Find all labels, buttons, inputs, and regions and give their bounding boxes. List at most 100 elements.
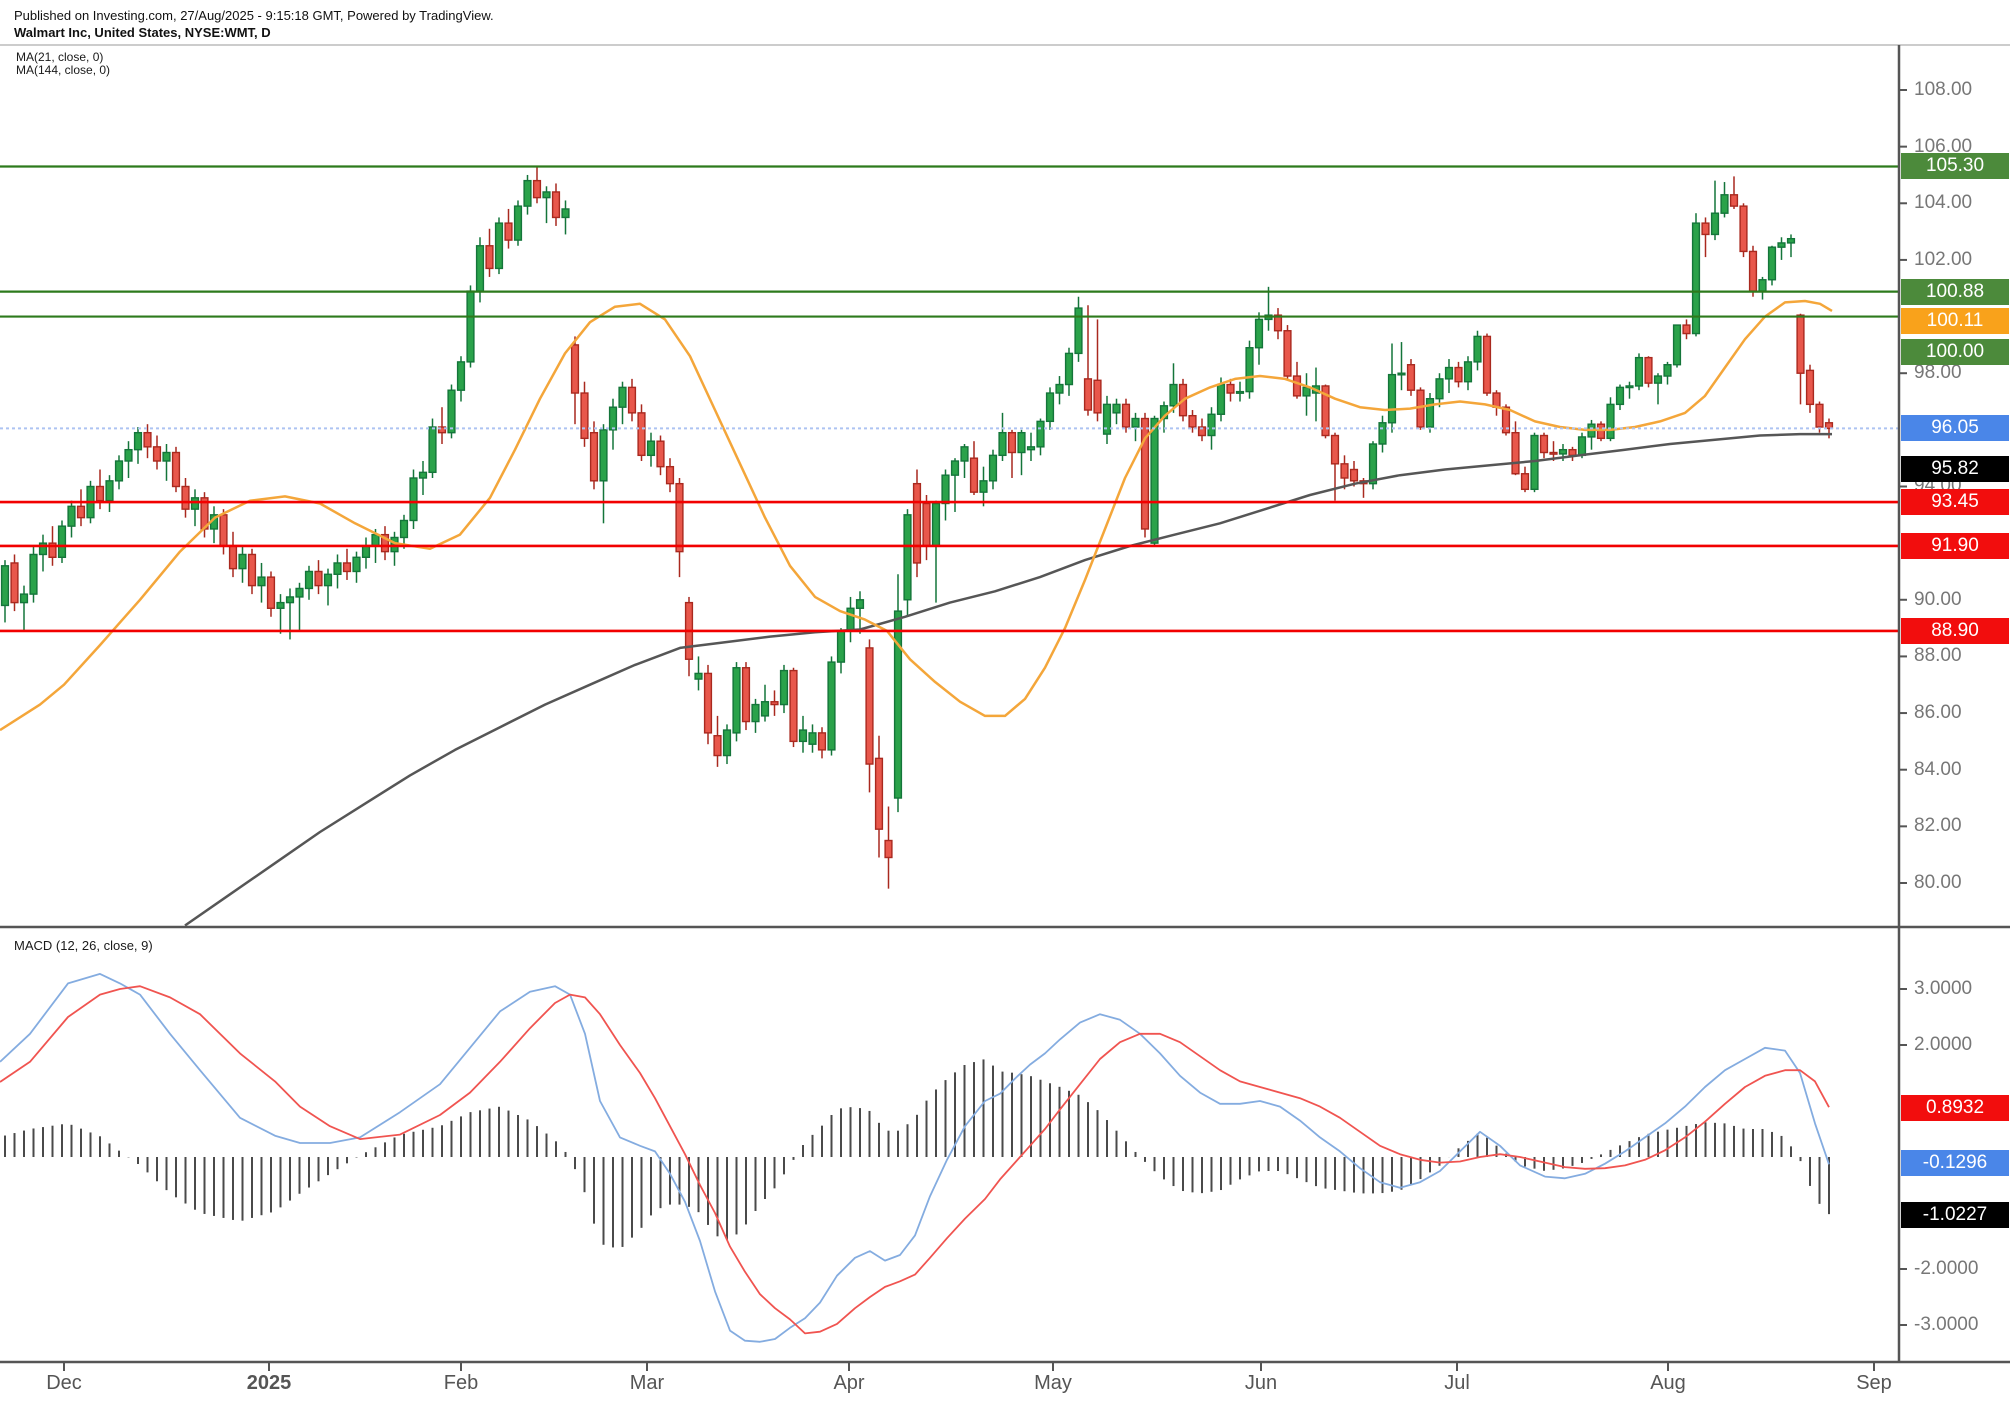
candle-body xyxy=(1340,463,1349,479)
candle-body xyxy=(152,446,162,462)
candle-body xyxy=(903,514,912,601)
candle-body xyxy=(418,471,428,479)
candle-body xyxy=(447,389,456,434)
candle-body xyxy=(1805,369,1815,406)
candle-body xyxy=(1197,426,1207,437)
candle-body xyxy=(1235,390,1245,394)
price-level-badge: 100.88 xyxy=(1901,279,2009,305)
candle-body xyxy=(190,497,200,510)
time-axis-month[interactable]: 2025 xyxy=(246,1372,292,1394)
macd-axis-label: -3.0000 xyxy=(1914,1314,1979,1335)
candle-body xyxy=(1292,375,1302,397)
macd-value-badge: -0.1296 xyxy=(1901,1150,2009,1176)
macd-lines xyxy=(0,973,1830,1343)
price-axis-label: 90.00 xyxy=(1914,588,1962,610)
candle-body xyxy=(1463,361,1473,383)
level-lines xyxy=(0,165,1899,633)
candle-body xyxy=(1568,448,1577,457)
candle-body xyxy=(846,607,855,632)
candle-body xyxy=(19,593,29,604)
candle-body xyxy=(808,732,817,745)
candle-body xyxy=(323,573,333,587)
candle-body xyxy=(247,553,257,587)
candle-body xyxy=(1169,383,1178,407)
price-axis-label: 102.00 xyxy=(1914,248,1973,270)
candle-body xyxy=(855,599,865,609)
time-axis-month[interactable]: Jul xyxy=(1444,1372,1470,1394)
candle-body xyxy=(1245,347,1254,393)
candle-body xyxy=(285,596,295,604)
candle-body xyxy=(732,667,741,734)
candle-body xyxy=(798,729,808,743)
ma21-legend: MA(21, close, 0) xyxy=(16,50,104,64)
candle-body xyxy=(57,525,67,558)
time-axis-month[interactable]: Apr xyxy=(833,1372,865,1394)
candle-body xyxy=(238,553,247,570)
candle-body xyxy=(257,576,266,587)
candle-body xyxy=(884,839,893,859)
macd-legend: MACD (12, 26, close, 9) xyxy=(14,938,153,953)
candle-body xyxy=(409,477,418,522)
candle-body xyxy=(770,701,779,706)
candle-body xyxy=(789,669,798,743)
candle-body xyxy=(1007,431,1017,454)
candle-body xyxy=(1758,279,1767,292)
price-axis-label: 108.00 xyxy=(1914,79,1973,100)
candle-body xyxy=(266,576,276,609)
candle-body xyxy=(1691,222,1701,335)
candle-body xyxy=(779,669,789,706)
candle-body xyxy=(1492,392,1501,408)
candle-body xyxy=(1368,443,1378,485)
candle-body xyxy=(893,610,903,799)
price-axis-label: 88.00 xyxy=(1914,645,1962,667)
candle-body xyxy=(722,729,732,757)
candle-body xyxy=(589,431,599,482)
candle-body xyxy=(1653,375,1663,384)
time-axis-month[interactable]: Jun xyxy=(1244,1372,1278,1394)
candle-body xyxy=(979,480,988,493)
time-axis-month[interactable]: May xyxy=(1034,1372,1072,1394)
time-axis-month[interactable]: Feb xyxy=(443,1372,479,1394)
candle-body xyxy=(1330,434,1340,465)
candle-body xyxy=(10,562,19,604)
candle-body xyxy=(1055,383,1064,394)
candle-body xyxy=(694,672,703,680)
candle-body xyxy=(1634,356,1644,387)
time-axis-month[interactable]: Sep xyxy=(1856,1372,1892,1394)
price-level-badge: 96.05 xyxy=(1901,415,2009,441)
candle-body xyxy=(48,542,57,558)
candle-body xyxy=(827,661,836,751)
ma-overlays xyxy=(0,299,1833,927)
candle-body xyxy=(513,205,523,241)
candle-body xyxy=(361,545,371,558)
time-axis-month[interactable]: Aug xyxy=(1650,1372,1686,1394)
candle-body xyxy=(760,701,770,717)
candle-body xyxy=(618,386,627,408)
candle-body xyxy=(1121,403,1131,428)
candle-body xyxy=(352,556,361,573)
candle-body xyxy=(1093,379,1102,414)
candle-body xyxy=(494,222,504,270)
candle-body xyxy=(1625,385,1634,389)
price-axis-label: 86.00 xyxy=(1914,702,1962,724)
candle-body xyxy=(181,485,190,510)
candle-body xyxy=(437,426,447,434)
candle-body xyxy=(1321,385,1330,437)
candle-body xyxy=(656,440,665,468)
candle-body xyxy=(1140,417,1150,530)
candle-body xyxy=(114,460,124,482)
time-axis-month[interactable]: Mar xyxy=(629,1372,665,1394)
candle-body xyxy=(1444,366,1454,380)
candle-body xyxy=(1454,366,1463,383)
candle-body xyxy=(1273,314,1283,332)
candle-body xyxy=(1815,403,1824,428)
candle-body xyxy=(1150,417,1159,544)
candle-body xyxy=(912,482,922,564)
candle-body xyxy=(703,672,713,734)
time-axis-month[interactable]: Dec xyxy=(46,1372,82,1394)
macd-signal-line xyxy=(0,985,1830,1335)
candle-body xyxy=(428,426,437,474)
candle-body xyxy=(836,630,846,663)
